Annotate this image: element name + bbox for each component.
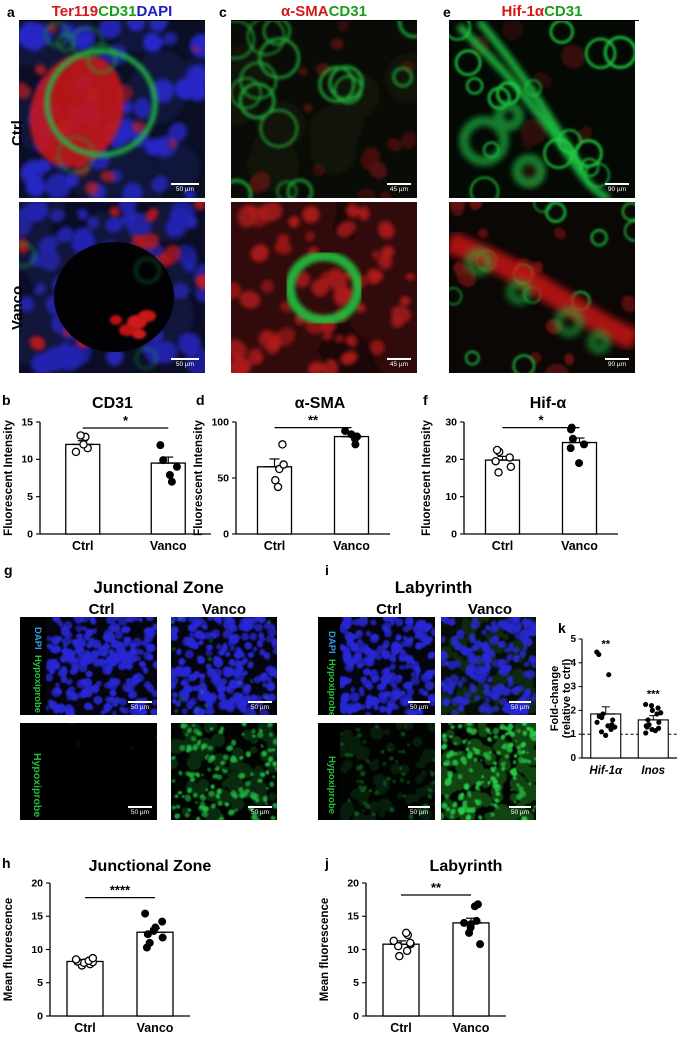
svg-text:Ctrl: Ctrl (74, 1021, 96, 1035)
svg-text:10: 10 (31, 944, 43, 956)
svg-text:CD31: CD31 (92, 395, 133, 412)
svg-text:**: ** (308, 413, 319, 428)
svg-text:20: 20 (31, 877, 43, 889)
svg-text:Fluorescent Intensity: Fluorescent Intensity (421, 420, 433, 536)
svg-text:**: ** (601, 638, 610, 650)
svg-text:Vanco: Vanco (150, 539, 187, 553)
svg-text:20: 20 (445, 454, 457, 466)
svg-text:Vanco: Vanco (453, 1021, 490, 1035)
svg-text:(relative to ctrl): (relative to ctrl) (561, 658, 573, 738)
svg-text:5: 5 (353, 977, 359, 989)
svg-text:10: 10 (445, 491, 457, 503)
svg-text:****: **** (110, 883, 131, 898)
svg-text:5: 5 (37, 977, 43, 989)
svg-text:Mean fluorescence: Mean fluorescence (319, 898, 331, 1002)
svg-text:15: 15 (31, 911, 43, 923)
svg-text:Ctrl: Ctrl (72, 539, 94, 553)
svg-text:5: 5 (570, 634, 576, 645)
svg-text:Mean fluorescence: Mean fluorescence (3, 898, 15, 1002)
svg-text:Junctional Zone: Junctional Zone (89, 858, 212, 875)
svg-text:20: 20 (347, 877, 359, 889)
svg-text:10: 10 (21, 454, 33, 466)
svg-text:*: * (538, 413, 544, 428)
svg-text:Ctrl: Ctrl (492, 539, 514, 553)
svg-text:Vanco: Vanco (333, 539, 370, 553)
svg-text:Fluorescent Intensity: Fluorescent Intensity (193, 420, 205, 536)
svg-text:Fold-change: Fold-change (549, 666, 561, 731)
svg-text:2: 2 (570, 705, 576, 716)
svg-text:0: 0 (37, 1010, 43, 1022)
svg-text:**: ** (431, 880, 442, 895)
svg-text:0: 0 (353, 1010, 359, 1022)
svg-text:Hif-α: Hif-α (530, 395, 567, 412)
svg-text:0: 0 (570, 753, 576, 764)
svg-text:50: 50 (217, 472, 229, 484)
svg-text:4: 4 (570, 658, 576, 669)
svg-text:Ctrl: Ctrl (390, 1021, 412, 1035)
svg-text:α-SMA: α-SMA (295, 395, 346, 412)
svg-text:15: 15 (21, 416, 33, 428)
svg-text:*: * (123, 413, 129, 428)
svg-text:0: 0 (27, 528, 33, 540)
svg-text:10: 10 (347, 944, 359, 956)
svg-text:Labyrinth: Labyrinth (430, 858, 503, 875)
svg-text:Vanco: Vanco (561, 539, 598, 553)
svg-text:0: 0 (223, 528, 229, 540)
svg-text:30: 30 (445, 416, 457, 428)
svg-text:15: 15 (347, 911, 359, 923)
svg-text:Vanco: Vanco (137, 1021, 174, 1035)
svg-text:3: 3 (570, 682, 576, 693)
svg-text:Ctrl: Ctrl (264, 539, 286, 553)
svg-text:***: *** (647, 688, 661, 700)
svg-text:100: 100 (211, 416, 229, 428)
svg-text:0: 0 (451, 528, 457, 540)
svg-text:5: 5 (27, 491, 33, 503)
svg-text:Hif-1α: Hif-1α (589, 765, 623, 777)
svg-text:Fluorescent Intensity: Fluorescent Intensity (3, 420, 15, 536)
svg-text:1: 1 (570, 729, 576, 740)
svg-text:Inos: Inos (641, 765, 665, 777)
